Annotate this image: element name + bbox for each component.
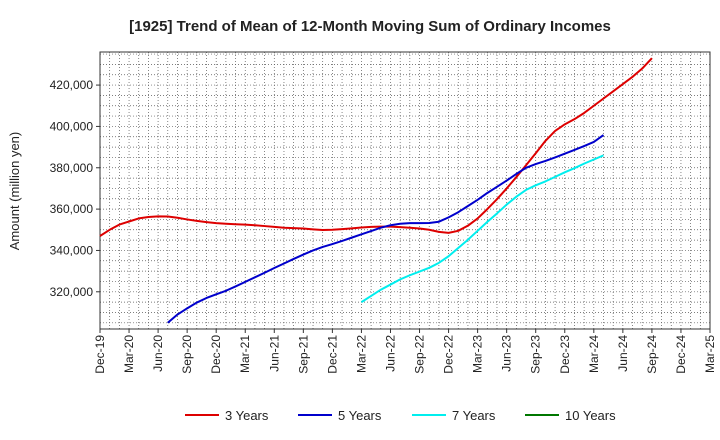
x-tick-label: Dec-22 [442,335,456,374]
x-tick-label: Dec-21 [325,335,339,374]
x-tick-label: Dec-20 [209,335,223,374]
chart-title: [1925] Trend of Mean of 12-Month Moving … [129,18,611,35]
x-tick-label: Mar-24 [587,335,601,373]
series-line-5-years [167,134,605,324]
y-tick-label: 400,000 [50,119,94,133]
y-axis-label: Amount (million yen) [7,132,22,251]
plot-area [99,51,711,330]
x-tick-label: Jun-24 [616,335,630,372]
plot-border [99,51,711,330]
x-tick-label: Jun-23 [500,335,514,372]
legend-label: 3 Years [225,408,269,423]
legend-label: 7 Years [452,408,496,423]
x-tick-label: Sep-21 [296,335,310,374]
x-tick-label: Sep-20 [180,335,194,374]
x-tick-label: Dec-19 [93,335,107,374]
x-tick-label: Jun-22 [383,335,397,372]
y-tick-label: 360,000 [50,202,94,216]
x-tick-label: Sep-22 [413,335,427,374]
x-tick-label: Sep-23 [529,335,543,374]
plot-background [100,52,710,329]
y-tick-label: 340,000 [50,243,94,257]
x-tick-label: Jun-20 [151,335,165,372]
series-layer [99,57,653,324]
y-axis: 320,000 340,000 360,000 380,000 400,000 420,0… [50,78,100,299]
legend-label: 10 Years [565,408,616,423]
legend: 3 Years 5 Years 7 Years 10 Years [185,408,616,423]
x-tick-label: Dec-23 [558,335,572,374]
legend-label: 5 Years [338,408,382,423]
x-tick-label: Sep-24 [645,335,659,374]
y-tick-label: 420,000 [50,78,94,92]
x-tick-label: Mar-25 [703,335,717,373]
x-tick-label: Mar-22 [354,335,368,373]
y-tick-label: 320,000 [50,285,94,299]
x-axis: Dec-19 Mar-20 Jun-20 Sep-20 Dec-20 Mar-21 Jun-… [93,329,717,374]
series-line-7-years [360,154,604,303]
series-line-3-years [99,57,653,237]
x-tick-label: Mar-20 [122,335,136,373]
x-tick-label: Mar-21 [238,335,252,373]
x-tick-label: Mar-23 [471,335,485,373]
x-tick-label: Jun-21 [267,335,281,372]
x-tick-label: Dec-24 [674,335,688,374]
y-tick-label: 380,000 [50,161,94,175]
